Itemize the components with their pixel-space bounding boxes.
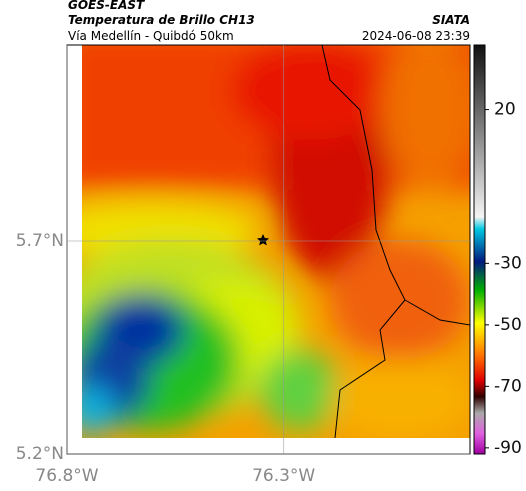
agency: GOES-EAST [68,0,145,12]
location-marker [257,234,269,246]
title: Temperatura de Brillo CH13 [68,13,255,27]
source: SIATA [432,13,470,27]
border [321,45,406,438]
colorbar-tick-label: -70 [494,376,522,396]
colorbar-tick-label: -90 [494,438,522,458]
colorbar-tick-label: -50 [494,315,522,335]
lon-tick-label: 76.3°W [252,466,315,486]
colorbar-tick-label: -30 [494,253,522,273]
colorbar [473,44,486,455]
subtitle: Vía Medellín - Quibdó 50km [68,29,234,43]
colorbar-tick-label: 20 [494,100,516,120]
border [404,299,470,326]
datetime: 2024-06-08 23:39 [362,29,470,43]
temperature-field [82,45,470,438]
lon-tick-label: 76.8°W [35,466,98,486]
lat-tick-label: 5.7°N [16,231,64,251]
axis-ticks: 5.7°N 5.2°N76.8°W 76.3°W 20 -30 -50 -70 -90 [16,45,522,486]
lat-tick-label: 5.2°N [16,444,64,464]
